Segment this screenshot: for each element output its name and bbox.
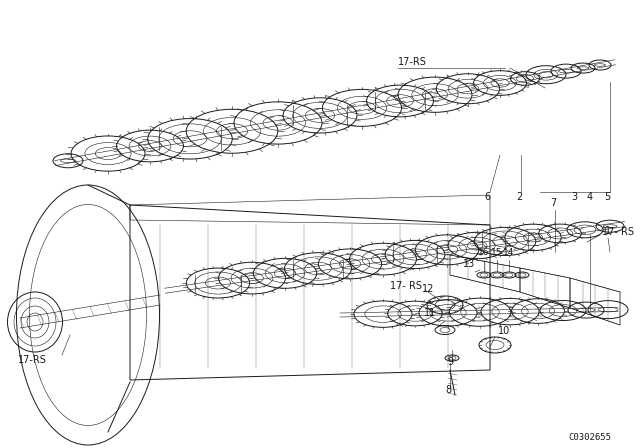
Text: 15: 15	[492, 248, 503, 257]
Text: 1: 1	[605, 226, 611, 236]
Text: 10: 10	[498, 326, 510, 336]
Text: 5: 5	[604, 192, 610, 202]
Text: 13: 13	[463, 259, 475, 269]
Text: 17-RS: 17-RS	[398, 57, 427, 67]
Text: 17-RS: 17-RS	[18, 355, 47, 365]
Text: 2: 2	[516, 192, 522, 202]
Text: 14: 14	[503, 248, 515, 257]
Text: 6: 6	[484, 192, 490, 202]
Text: C0302655: C0302655	[568, 434, 611, 443]
Text: 7: 7	[550, 198, 556, 208]
Text: 17- RS: 17- RS	[390, 281, 422, 291]
Text: 9: 9	[447, 357, 453, 367]
Text: 17- RS: 17- RS	[602, 227, 634, 237]
Text: 4: 4	[587, 192, 593, 202]
Text: 16: 16	[478, 248, 490, 257]
Text: 12: 12	[422, 284, 434, 294]
Text: 3: 3	[571, 192, 577, 202]
Text: 8: 8	[445, 385, 451, 395]
Text: 11: 11	[424, 308, 436, 318]
